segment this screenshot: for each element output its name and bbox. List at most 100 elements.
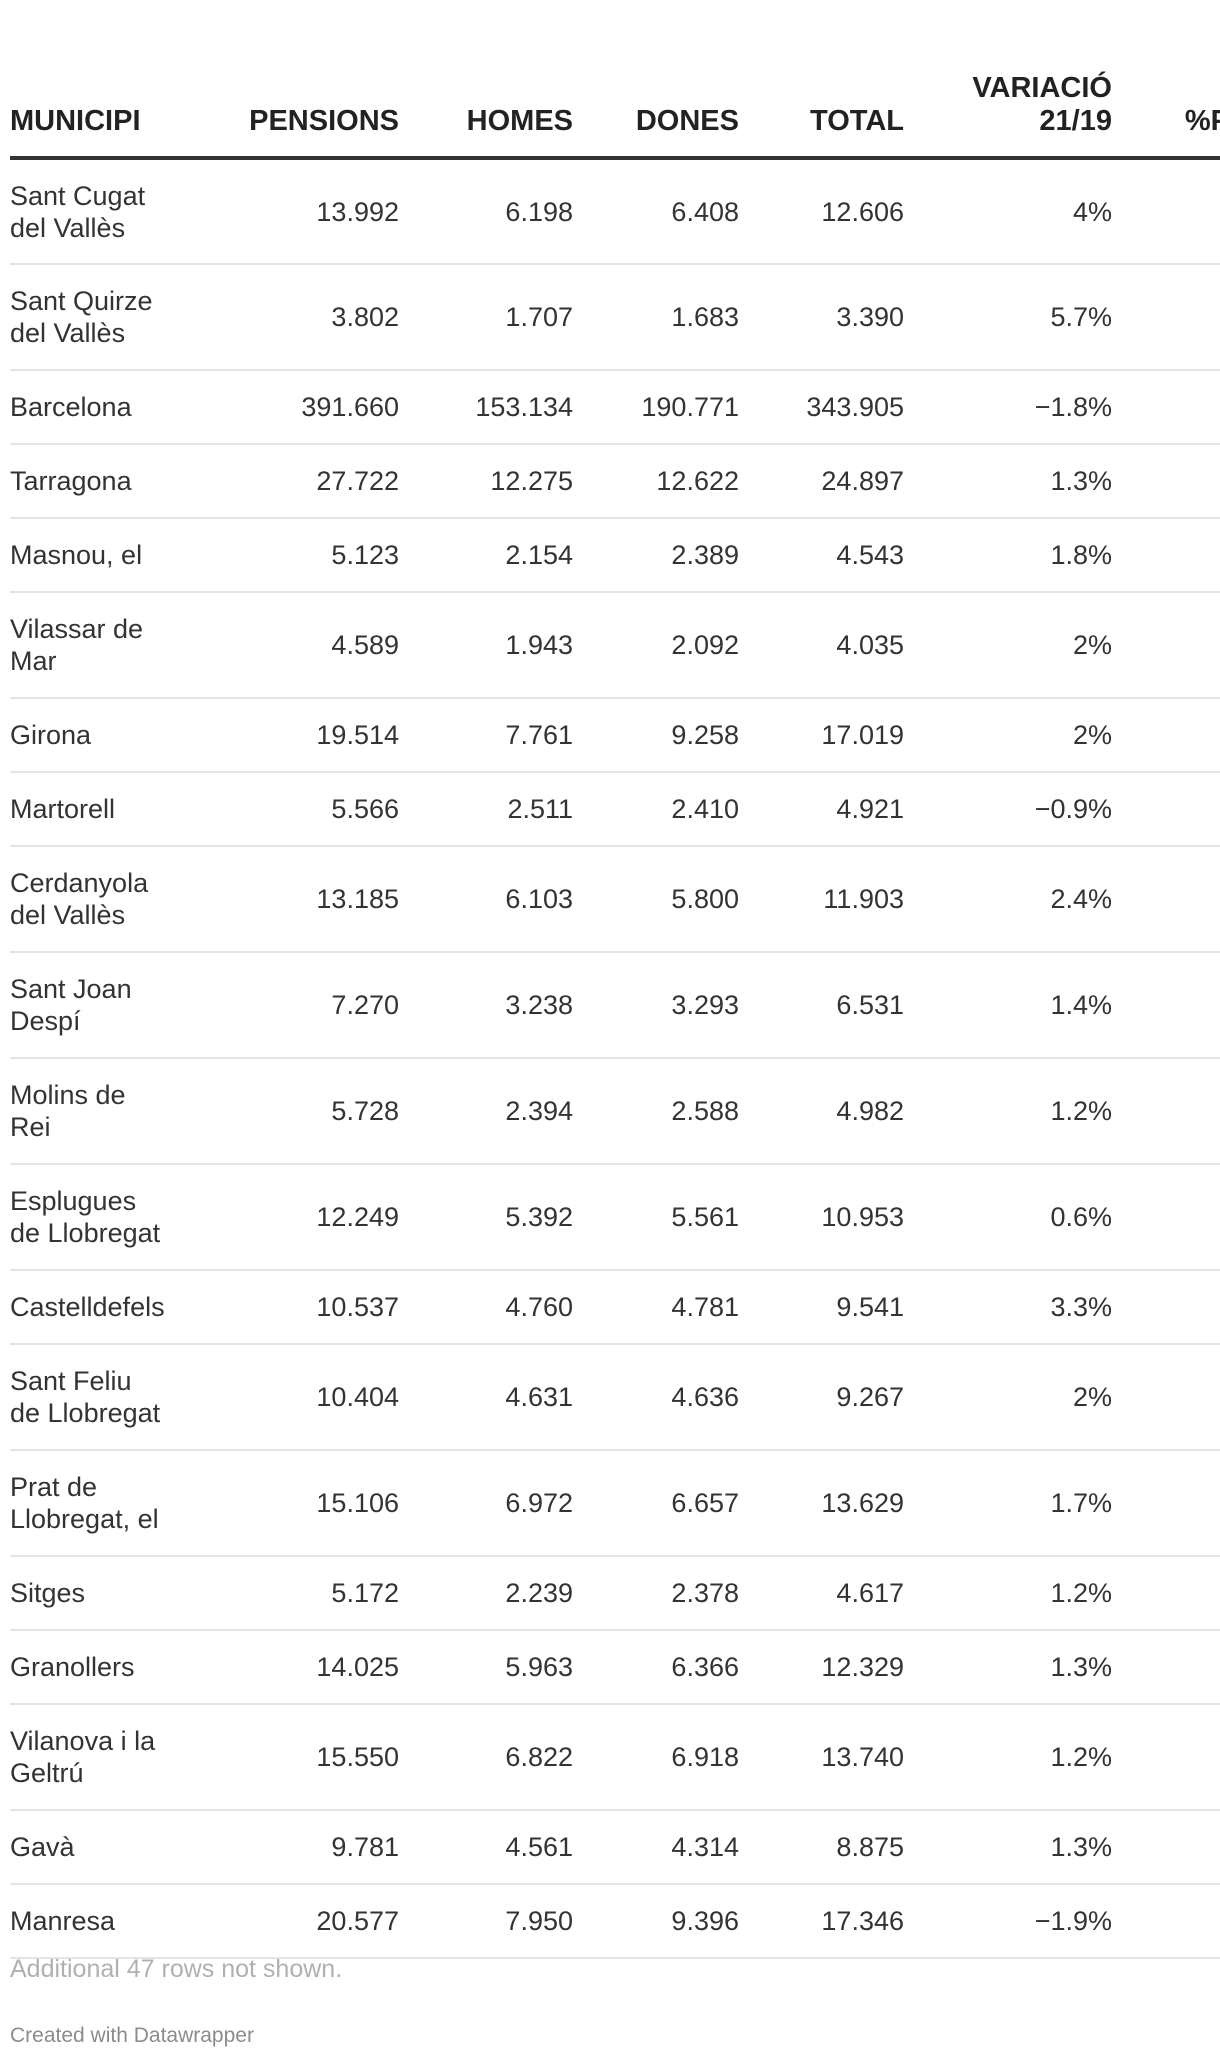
cell-variacio: 1.8% bbox=[904, 518, 1112, 593]
header-pct[interactable]: %P bbox=[1112, 0, 1220, 160]
cell-pensions: 5.172 bbox=[175, 1556, 399, 1631]
cell-homes: 4.561 bbox=[399, 1810, 573, 1885]
cell-dones: 2.378 bbox=[573, 1556, 739, 1631]
cell-total: 3.390 bbox=[739, 264, 904, 371]
cell-municipi: Prat de Llobregat, el bbox=[10, 1450, 175, 1557]
table-row: Sant Cugat del Vallès 13.992 6.198 6.408 12.… bbox=[10, 158, 1220, 265]
rows-not-shown-note: Additional 47 rows not shown. bbox=[10, 1955, 343, 1983]
cell-pensions: 20.577 bbox=[175, 1884, 399, 1959]
cell-total: 24.897 bbox=[739, 444, 904, 519]
cell-dones: 6.657 bbox=[573, 1450, 739, 1557]
cell-total: 17.019 bbox=[739, 698, 904, 773]
cell-pct bbox=[1112, 1164, 1220, 1271]
table-row: Martorell 5.566 2.511 2.410 4.921 −0.9% bbox=[10, 772, 1220, 847]
cell-homes: 6.103 bbox=[399, 846, 573, 953]
cell-variacio: 1.2% bbox=[904, 1704, 1112, 1811]
cell-homes: 2.394 bbox=[399, 1058, 573, 1165]
cell-variacio: 2.4% bbox=[904, 846, 1112, 953]
cell-total: 13.629 bbox=[739, 1450, 904, 1557]
cell-pct bbox=[1112, 518, 1220, 593]
header-pensions[interactable]: PENSIONS bbox=[175, 0, 399, 160]
cell-pensions: 5.123 bbox=[175, 518, 399, 593]
table-row: Sant Quirze del Vallès 3.802 1.707 1.683 3.3… bbox=[10, 264, 1220, 371]
table-row: Masnou, el 5.123 2.154 2.389 4.543 1.8% bbox=[10, 518, 1220, 593]
cell-dones: 6.918 bbox=[573, 1704, 739, 1811]
table-row: Sitges 5.172 2.239 2.378 4.617 1.2% bbox=[10, 1556, 1220, 1631]
cell-homes: 4.760 bbox=[399, 1270, 573, 1345]
cell-municipi: Sant Feliu de Llobregat bbox=[10, 1344, 175, 1451]
cell-total: 4.921 bbox=[739, 772, 904, 847]
cell-pct bbox=[1112, 158, 1220, 265]
cell-municipi: Esplugues de Llobregat bbox=[10, 1164, 175, 1271]
table-body: Sant Cugat del Vallès 13.992 6.198 6.408 12.… bbox=[10, 158, 1220, 1959]
cell-pct bbox=[1112, 1884, 1220, 1959]
cell-variacio: 1.3% bbox=[904, 1810, 1112, 1885]
cell-homes: 5.392 bbox=[399, 1164, 573, 1271]
cell-pensions: 12.249 bbox=[175, 1164, 399, 1271]
cell-pensions: 5.566 bbox=[175, 772, 399, 847]
cell-dones: 2.389 bbox=[573, 518, 739, 593]
cell-pensions: 14.025 bbox=[175, 1630, 399, 1705]
cell-variacio: −1.8% bbox=[904, 370, 1112, 445]
cell-municipi: Granollers bbox=[10, 1630, 175, 1705]
header-row: MUNICIPI PENSIONS HOMES DONES TOTAL VARI… bbox=[10, 0, 1220, 160]
header-variacio-line1: VARIACIÓ bbox=[972, 72, 1112, 104]
table-row: Sant Joan Despí 7.270 3.238 3.293 6.531 1.4% bbox=[10, 952, 1220, 1059]
cell-dones: 12.622 bbox=[573, 444, 739, 519]
cell-total: 343.905 bbox=[739, 370, 904, 445]
cell-dones: 5.561 bbox=[573, 1164, 739, 1271]
table-row: Sant Feliu de Llobregat 10.404 4.631 4.636 9… bbox=[10, 1344, 1220, 1451]
cell-dones: 2.410 bbox=[573, 772, 739, 847]
cell-pensions: 391.660 bbox=[175, 370, 399, 445]
cell-pensions: 7.270 bbox=[175, 952, 399, 1059]
table-row: Granollers 14.025 5.963 6.366 12.329 1.3% bbox=[10, 1630, 1220, 1705]
header-total[interactable]: TOTAL bbox=[739, 0, 904, 160]
cell-pensions: 5.728 bbox=[175, 1058, 399, 1165]
table-row: Castelldefels 10.537 4.760 4.781 9.541 3.3% bbox=[10, 1270, 1220, 1345]
cell-pensions: 15.550 bbox=[175, 1704, 399, 1811]
cell-municipi: Molins de Rei bbox=[10, 1058, 175, 1165]
header-dones[interactable]: DONES bbox=[573, 0, 739, 160]
header-variacio-line2: 21/19 bbox=[1039, 105, 1112, 137]
cell-dones: 6.366 bbox=[573, 1630, 739, 1705]
cell-dones: 2.092 bbox=[573, 592, 739, 699]
cell-pct bbox=[1112, 444, 1220, 519]
cell-pensions: 3.802 bbox=[175, 264, 399, 371]
cell-dones: 1.683 bbox=[573, 264, 739, 371]
cell-municipi: Sant Quirze del Vallès bbox=[10, 264, 175, 371]
cell-pensions: 13.185 bbox=[175, 846, 399, 953]
cell-dones: 4.314 bbox=[573, 1810, 739, 1885]
cell-homes: 12.275 bbox=[399, 444, 573, 519]
cell-variacio: 2% bbox=[904, 698, 1112, 773]
cell-pct bbox=[1112, 846, 1220, 953]
cell-dones: 3.293 bbox=[573, 952, 739, 1059]
datawrapper-credit[interactable]: Created with Datawrapper bbox=[10, 2024, 254, 2047]
cell-pensions: 10.404 bbox=[175, 1344, 399, 1451]
cell-dones: 9.258 bbox=[573, 698, 739, 773]
header-variacio[interactable]: VARIACIÓ 21/19 bbox=[904, 0, 1112, 160]
cell-variacio: 1.3% bbox=[904, 444, 1112, 519]
cell-pct bbox=[1112, 1704, 1220, 1811]
cell-homes: 5.963 bbox=[399, 1630, 573, 1705]
header-municipi[interactable]: MUNICIPI bbox=[10, 0, 175, 160]
cell-homes: 4.631 bbox=[399, 1344, 573, 1451]
cell-variacio: 1.2% bbox=[904, 1556, 1112, 1631]
table-row: Gavà 9.781 4.561 4.314 8.875 1.3% bbox=[10, 1810, 1220, 1885]
cell-municipi: Gavà bbox=[10, 1810, 175, 1885]
table-row: Barcelona 391.660 153.134 190.771 343.905 −1.… bbox=[10, 370, 1220, 445]
cell-pensions: 13.992 bbox=[175, 158, 399, 265]
data-table: MUNICIPI PENSIONS HOMES DONES TOTAL VARI… bbox=[10, 0, 1220, 1959]
cell-pct bbox=[1112, 698, 1220, 773]
cell-variacio: 0.6% bbox=[904, 1164, 1112, 1271]
cell-pct bbox=[1112, 1556, 1220, 1631]
cell-municipi: Vilanova i la Geltrú bbox=[10, 1704, 175, 1811]
cell-total: 6.531 bbox=[739, 952, 904, 1059]
header-homes[interactable]: HOMES bbox=[399, 0, 573, 160]
cell-pct bbox=[1112, 1450, 1220, 1557]
cell-total: 17.346 bbox=[739, 1884, 904, 1959]
cell-total: 12.329 bbox=[739, 1630, 904, 1705]
cell-municipi: Cerdanyola del Vallès bbox=[10, 846, 175, 953]
cell-municipi: Masnou, el bbox=[10, 518, 175, 593]
cell-total: 13.740 bbox=[739, 1704, 904, 1811]
cell-total: 4.982 bbox=[739, 1058, 904, 1165]
